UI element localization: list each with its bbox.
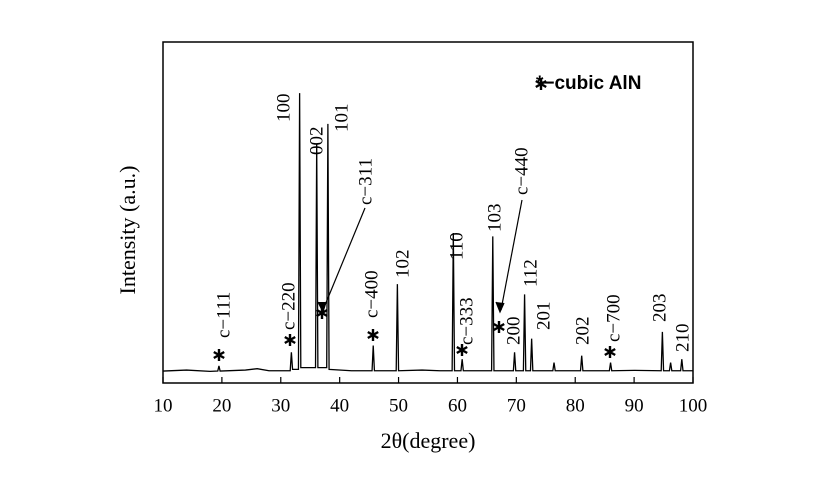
peak-label: 203 (649, 294, 670, 323)
legend: *−cubic AlN (536, 73, 641, 94)
peak-label: c−333 (456, 297, 477, 345)
peak-label: 103 (484, 204, 505, 233)
x-tick-label: 20 (212, 395, 231, 416)
peak-label: c−440 (511, 147, 532, 195)
asterisk-marker (456, 344, 468, 356)
asterisk-marker (604, 346, 616, 358)
spectrum-line (162, 93, 693, 373)
y-axis-label: Intensity (a.u.) (115, 166, 140, 295)
x-tick-label: 90 (625, 395, 644, 416)
peak-label: 200 (503, 317, 524, 346)
peak-label: c−220 (278, 282, 299, 330)
peak-label: 102 (392, 250, 413, 279)
peak-label: 201 (533, 302, 554, 331)
asterisk-marker (493, 321, 505, 333)
peak-label: 101 (331, 104, 352, 133)
x-tick-label: 10 (154, 395, 173, 416)
peak-label: 202 (572, 317, 593, 346)
x-tick-label: 40 (330, 395, 349, 416)
asterisk-marker (367, 329, 379, 341)
asterisk-marker (284, 334, 296, 346)
peak-label: c−311 (355, 158, 376, 205)
x-tick-label: 80 (566, 395, 585, 416)
x-tick-label: 70 (507, 395, 526, 416)
peak-label: c−111 (213, 292, 234, 338)
peak-label: 210 (672, 324, 693, 353)
asterisk-marker (535, 78, 547, 90)
peak-label: c−400 (361, 270, 382, 318)
asterisk-marker (316, 307, 328, 319)
x-axis-label: 2θ(degree) (381, 428, 476, 453)
plot-frame (162, 41, 694, 384)
x-tick-label: 30 (271, 395, 290, 416)
x-tick-label: 50 (389, 395, 408, 416)
peak-label: 100 (273, 94, 294, 123)
x-tick-label: 100 (679, 395, 708, 416)
x-tick-label: 60 (448, 395, 467, 416)
asterisk-marker (213, 349, 225, 361)
peak-label: 110 (446, 232, 467, 260)
peak-label: 002 (306, 127, 327, 156)
peak-label: c−700 (603, 294, 624, 342)
peak-label: 112 (520, 259, 541, 287)
